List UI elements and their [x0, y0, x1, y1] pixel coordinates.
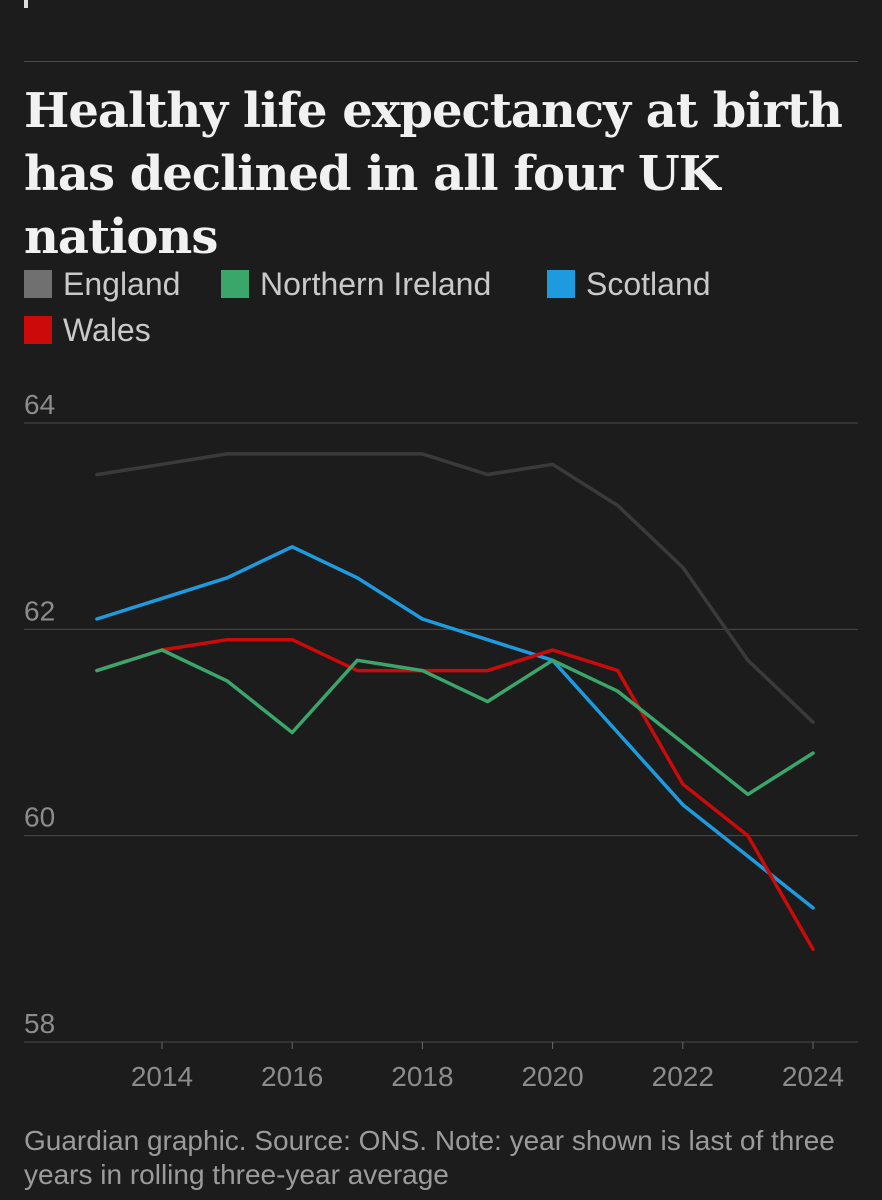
legend-item-wales: Wales: [24, 308, 151, 352]
x-tick-label-2018: 2018: [391, 1061, 453, 1092]
footnote: Guardian graphic. Source: ONS. Note: yea…: [24, 1125, 835, 1190]
series-line-england: [95, 452, 815, 724]
y-tick-label-62: 62: [24, 595, 55, 626]
series-line-scotland: [95, 545, 815, 910]
legend-swatch-england: [24, 270, 52, 298]
legend-swatch-northern-ireland: [221, 270, 249, 298]
legend-item-scotland: Scotland: [547, 262, 711, 306]
top-divider: [24, 61, 858, 62]
series-line-wales: [95, 637, 815, 951]
legend-label-scotland: Scotland: [586, 265, 711, 302]
x-tick-label-2024: 2024: [782, 1061, 844, 1092]
legend-item-england: England: [24, 262, 180, 306]
x-tick-label-2014: 2014: [131, 1061, 193, 1092]
legend-swatch-wales: [24, 316, 52, 344]
legend-swatch-scotland: [547, 270, 575, 298]
y-tick-label-60: 60: [24, 802, 55, 833]
x-tick-label-2016: 2016: [261, 1061, 323, 1092]
y-tick-label-58: 58: [24, 1008, 55, 1039]
line-chart: 58 60 62 64 2014 2016 2018 2020 2022 2024: [24, 389, 858, 1092]
x-tick-label-2020: 2020: [521, 1061, 583, 1092]
chart-title: Healthy life expectancy at birth has dec…: [24, 83, 843, 265]
legend-item-northern-ireland: Northern Ireland: [221, 262, 491, 306]
y-tick-label-64: 64: [24, 389, 55, 420]
legend-label-england: England: [63, 265, 181, 302]
top-marker: [24, 0, 28, 8]
x-tick-label-2022: 2022: [652, 1061, 714, 1092]
series-line-northern-ireland: [95, 648, 815, 797]
legend-label-wales: Wales: [63, 311, 151, 348]
legend-label-northern-ireland: Northern Ireland: [260, 265, 492, 302]
